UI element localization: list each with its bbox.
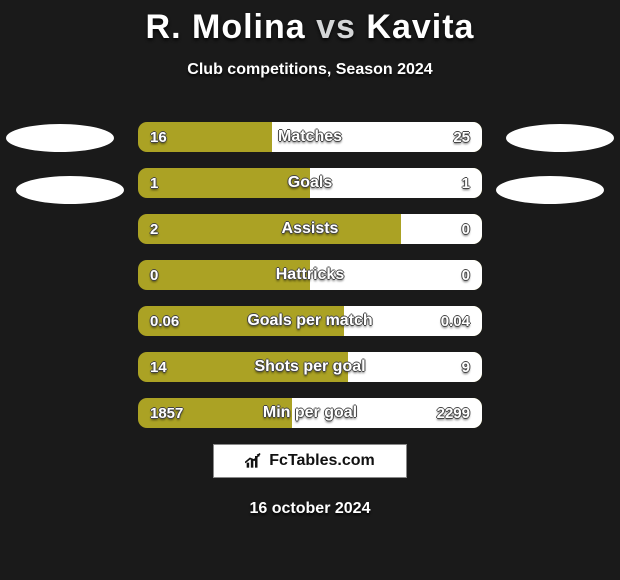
player2-name: Kavita (366, 8, 474, 46)
player1-flag-placeholder (16, 176, 124, 204)
date-text: 16 october 2024 (0, 500, 620, 518)
stat-right-fill (310, 168, 482, 198)
stat-left-value: 16 (150, 122, 167, 152)
stat-row: 149Shots per goal (138, 352, 482, 382)
stat-left-value: 0 (150, 260, 158, 290)
stat-row: 11Goals (138, 168, 482, 198)
player2-flag-placeholder (496, 176, 604, 204)
stat-left-value: 14 (150, 352, 167, 382)
subtitle: Club competitions, Season 2024 (0, 61, 620, 79)
stat-row: 00Hattricks (138, 260, 482, 290)
stat-right-fill (348, 352, 483, 382)
player1-name: R. Molina (146, 8, 306, 46)
vs-text: vs (316, 8, 356, 46)
stat-right-fill (310, 260, 482, 290)
stat-row: 20Assists (138, 214, 482, 244)
brand-text: FcTables.com (269, 452, 375, 470)
stat-right-fill (272, 122, 482, 152)
stat-left-value: 1 (150, 168, 158, 198)
stat-left-value: 0.06 (150, 306, 179, 336)
stat-right-fill (292, 398, 482, 428)
stats-bars: 1625Matches 11Goals 20Assists 00Hattricks 0.… (138, 122, 482, 444)
stat-right-fill (401, 214, 482, 244)
stat-left-value: 2 (150, 214, 158, 244)
brand-badge: FcTables.com (213, 444, 407, 478)
player1-badge-placeholder (6, 124, 114, 152)
player2-badge-placeholder (506, 124, 614, 152)
stat-row: 1625Matches (138, 122, 482, 152)
comparison-title: R. Molina vs Kavita (0, 0, 620, 47)
stat-row: 18572299Min per goal (138, 398, 482, 428)
chart-icon (245, 452, 265, 470)
stat-left-value: 1857 (150, 398, 183, 428)
stat-row: 0.060.04Goals per match (138, 306, 482, 336)
stat-right-fill (344, 306, 482, 336)
